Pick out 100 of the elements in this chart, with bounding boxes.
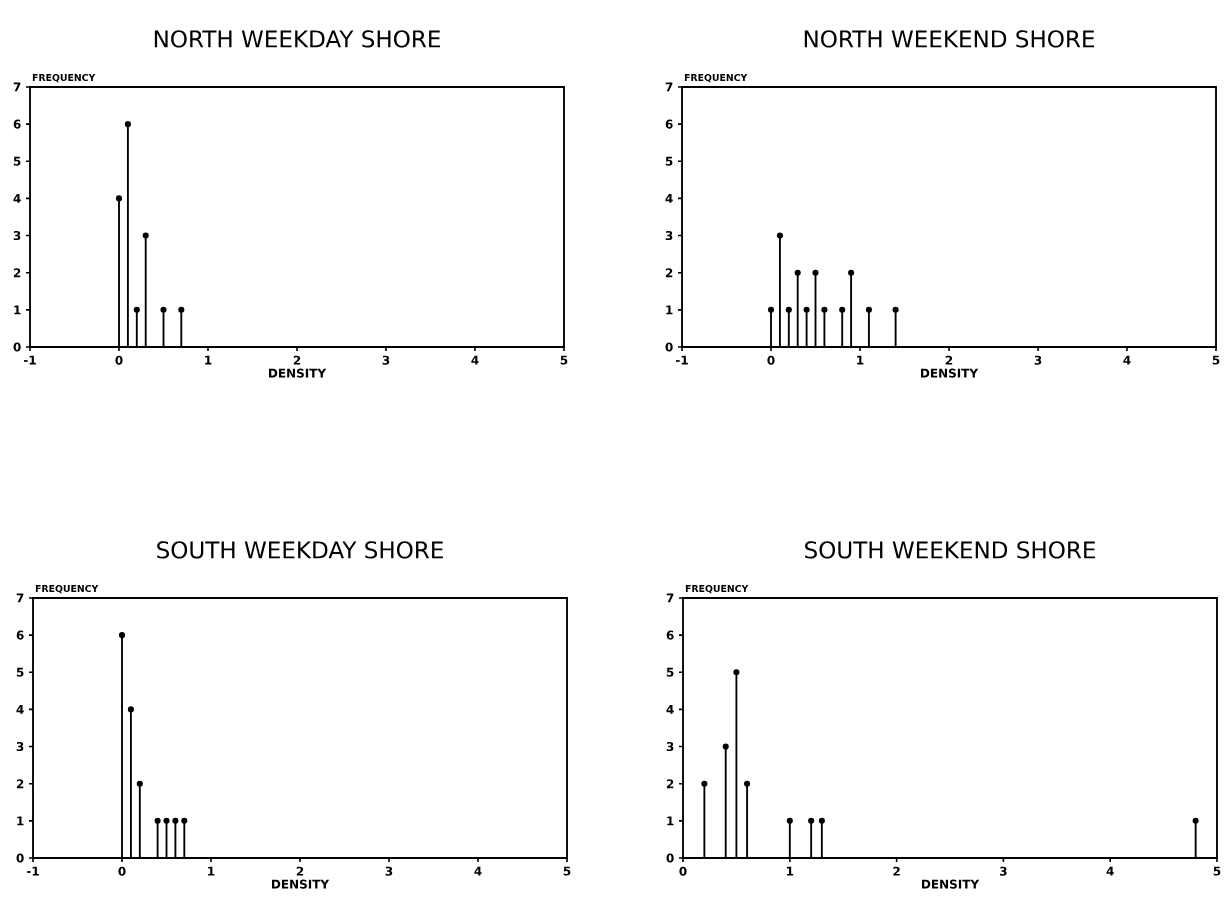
x-tick-label: 2 (296, 866, 304, 876)
x-tick-label: 4 (1123, 355, 1131, 365)
y-tick-label: 4 (665, 194, 673, 203)
point (133, 306, 140, 313)
y-tick-label: 2 (13, 268, 21, 278)
point (821, 306, 828, 313)
y-tick-label: 2 (666, 779, 674, 789)
y-tick-label: 7 (16, 593, 24, 603)
chart-title: NORTH WEEKEND SHORE (804, 30, 1095, 48)
point (178, 306, 185, 313)
point (848, 269, 855, 276)
y-axis-title: FREQUENCY (685, 585, 749, 594)
point (701, 780, 708, 787)
point (808, 817, 815, 824)
x-tick-label: 2 (945, 355, 953, 365)
y-tick-label: 0 (13, 342, 21, 352)
y-axis-title: FREQUENCY (32, 73, 96, 83)
y-tick-label: 3 (13, 231, 21, 241)
y-axis-title: FREQUENCY (35, 585, 99, 594)
y-tick-label: 1 (667, 816, 674, 826)
y-tick-label: 6 (13, 119, 21, 129)
point (722, 743, 729, 750)
point (794, 269, 801, 276)
point (776, 232, 783, 239)
y-tick-label: 1 (17, 816, 24, 826)
point (142, 232, 149, 239)
x-tick-label: 2 (293, 355, 301, 365)
point (115, 195, 123, 202)
x-tick-label: 5 (560, 355, 568, 365)
point (865, 306, 872, 313)
point (785, 306, 792, 313)
x-tick-label: 2 (893, 866, 900, 876)
y-tick-label: 2 (665, 268, 673, 278)
y-tick-label: 4 (666, 705, 674, 714)
y-tick-label: 5 (666, 667, 674, 677)
chart-title: SOUTH WEEKDAY SHORE (157, 541, 443, 559)
y-tick-label: 5 (16, 667, 24, 677)
y-tick-label: 1 (14, 305, 21, 315)
x-tick-label: -1 (23, 355, 36, 365)
y-tick-label: 6 (665, 119, 673, 129)
y-tick-label: 3 (665, 231, 673, 241)
y-tick-label: 6 (666, 630, 674, 640)
y-tick-label: 2 (16, 779, 24, 789)
point (160, 306, 167, 313)
x-axis-title: DENSITY (921, 368, 979, 378)
x-tick-label: 5 (1213, 866, 1221, 876)
point (124, 121, 131, 128)
x-tick-label: 0 (118, 866, 126, 876)
point (154, 817, 161, 824)
point (892, 306, 899, 313)
point (767, 306, 775, 313)
x-tick-label: -1 (675, 355, 688, 365)
point (803, 306, 810, 313)
point (163, 817, 170, 824)
x-axis-title: DENSITY (272, 879, 330, 889)
point (818, 817, 825, 824)
x-tick-label: 1 (208, 866, 215, 876)
x-tick-label: 4 (474, 866, 482, 876)
point (1192, 817, 1199, 824)
x-tick-label: 3 (1000, 866, 1007, 876)
x-tick-label: 3 (1034, 355, 1042, 365)
y-tick-label: 5 (13, 156, 21, 166)
y-tick-label: 6 (16, 630, 24, 640)
point (744, 780, 751, 787)
x-tick-label: 0 (679, 866, 687, 876)
x-tick-label: 0 (767, 355, 775, 365)
point (118, 632, 126, 639)
y-axis-title: FREQUENCY (684, 73, 748, 83)
x-tick-label: 1 (787, 866, 794, 876)
x-tick-label: 1 (857, 355, 864, 365)
x-tick-label: 3 (385, 866, 393, 876)
y-tick-label: 3 (666, 742, 674, 752)
x-axis-title: DENSITY (922, 879, 980, 889)
point (181, 817, 188, 824)
point (127, 706, 134, 713)
y-tick-label: 4 (13, 194, 21, 203)
y-tick-label: 7 (665, 82, 673, 92)
y-tick-label: 7 (13, 82, 21, 92)
x-tick-label: 5 (1212, 355, 1220, 365)
x-tick-label: 0 (115, 355, 123, 365)
x-tick-label: 3 (382, 355, 390, 365)
point (733, 669, 740, 676)
y-tick-label: 0 (666, 853, 674, 863)
y-tick-label: 0 (16, 853, 24, 863)
chart-title: SOUTH WEEKEND SHORE (805, 541, 1095, 559)
point (812, 269, 819, 276)
y-tick-label: 7 (666, 593, 674, 603)
x-tick-label: 4 (471, 355, 479, 365)
chart-title: NORTH WEEKDAY SHORE (154, 30, 440, 48)
point (839, 306, 846, 313)
x-tick-label: 4 (1106, 866, 1114, 876)
point (172, 817, 179, 824)
y-tick-label: 3 (16, 742, 24, 752)
y-tick-label: 1 (666, 305, 673, 315)
x-tick-label: 5 (563, 866, 571, 876)
x-axis-title: DENSITY (269, 368, 327, 378)
y-tick-label: 4 (16, 705, 24, 714)
x-tick-label: 1 (205, 355, 212, 365)
point (136, 780, 143, 787)
y-tick-label: 5 (665, 156, 673, 166)
